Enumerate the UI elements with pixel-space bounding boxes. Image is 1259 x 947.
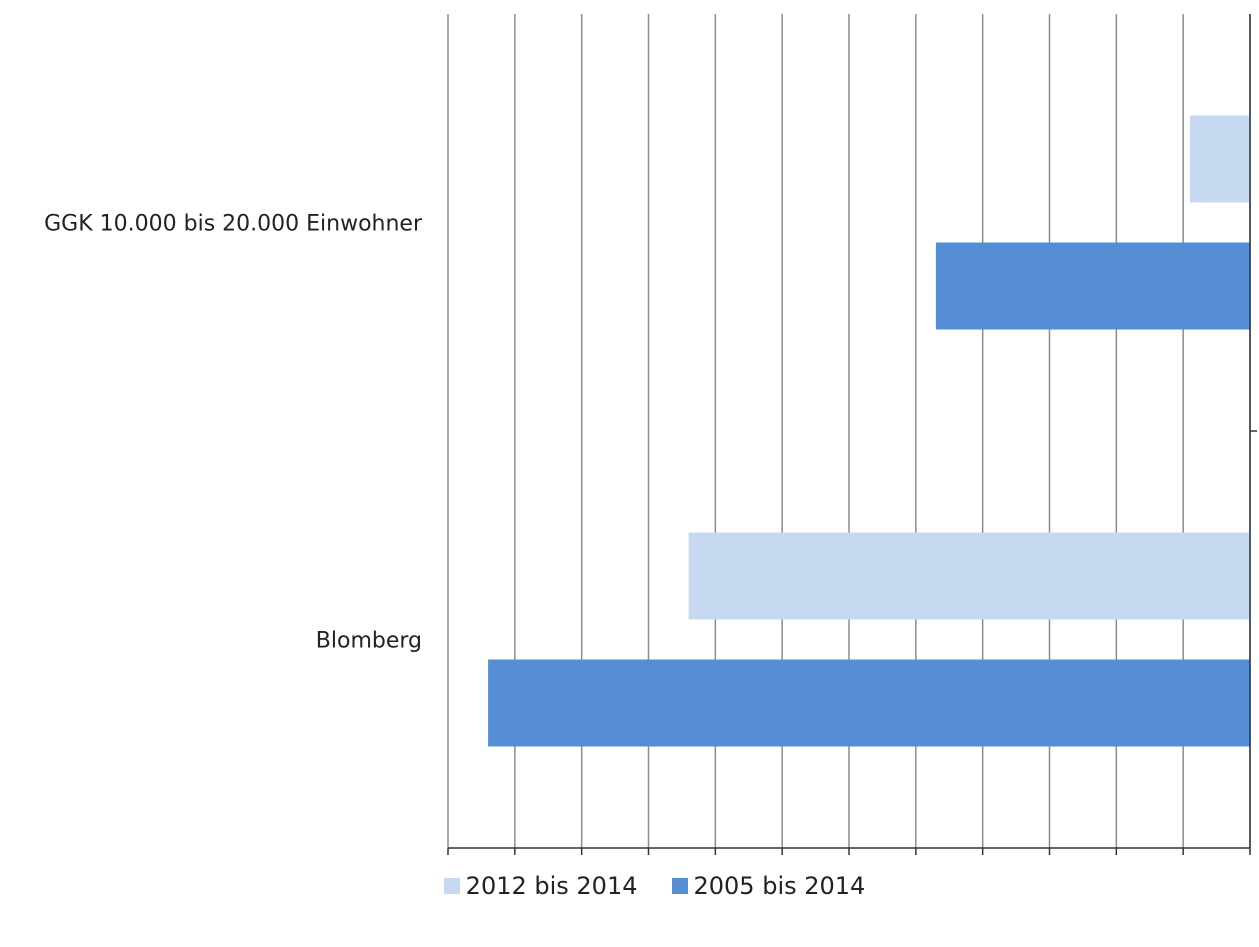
x-tick-label: -0,7 bbox=[759, 864, 806, 866]
x-tick-label: -0,1 bbox=[1160, 864, 1207, 866]
bar bbox=[935, 242, 1250, 330]
axes bbox=[447, 14, 1257, 855]
x-tick-label: -1,2 bbox=[425, 864, 472, 866]
x-tick-label: -0,9 bbox=[625, 864, 672, 866]
bar-chart: -1,2 -1,1 -1 -0,9 -0,8 -0,7 -0,6 -0,5 -0,4 -0,3 -0… bbox=[44, 14, 1258, 866]
category-labels: GGK 10.000 bis 20.000 Einwohner Blomberg bbox=[44, 212, 423, 654]
x-tick-label: -0,5 bbox=[892, 864, 939, 866]
legend-label-2005: 2005 bis 2014 bbox=[693, 872, 866, 900]
category-label: Blomberg bbox=[316, 629, 422, 654]
bar bbox=[688, 532, 1250, 620]
bar bbox=[1189, 115, 1250, 203]
legend-swatch-2005 bbox=[671, 878, 688, 894]
x-tick-label: -0,6 bbox=[826, 864, 873, 866]
legend-swatch-2012 bbox=[443, 878, 460, 894]
x-tick-label: -0,8 bbox=[692, 864, 739, 866]
category-label: GGK 10.000 bis 20.000 Einwohner bbox=[44, 212, 423, 237]
x-tick-labels: -1,2 -1,1 -1 -0,9 -0,8 -0,7 -0,6 -0,5 -0,4 -0,3 -0… bbox=[425, 864, 1258, 866]
bars bbox=[488, 115, 1251, 747]
x-tick-label: 0 bbox=[1242, 864, 1257, 866]
x-tick-label: -0,3 bbox=[1026, 864, 1073, 866]
x-tick-label: -0,4 bbox=[959, 864, 1006, 866]
legend-item-2005: 2005 bis 2014 bbox=[671, 872, 866, 900]
legend: 2012 bis 2014 2005 bis 2014 bbox=[0, 866, 1259, 906]
bar bbox=[488, 659, 1251, 747]
x-tick-label: -1,1 bbox=[491, 864, 538, 866]
legend-label-2012: 2012 bis 2014 bbox=[465, 872, 638, 900]
legend-item-2012: 2012 bis 2014 bbox=[443, 872, 638, 900]
x-tick-label: -0,2 bbox=[1093, 864, 1140, 866]
x-tick-label: -1 bbox=[570, 864, 594, 866]
